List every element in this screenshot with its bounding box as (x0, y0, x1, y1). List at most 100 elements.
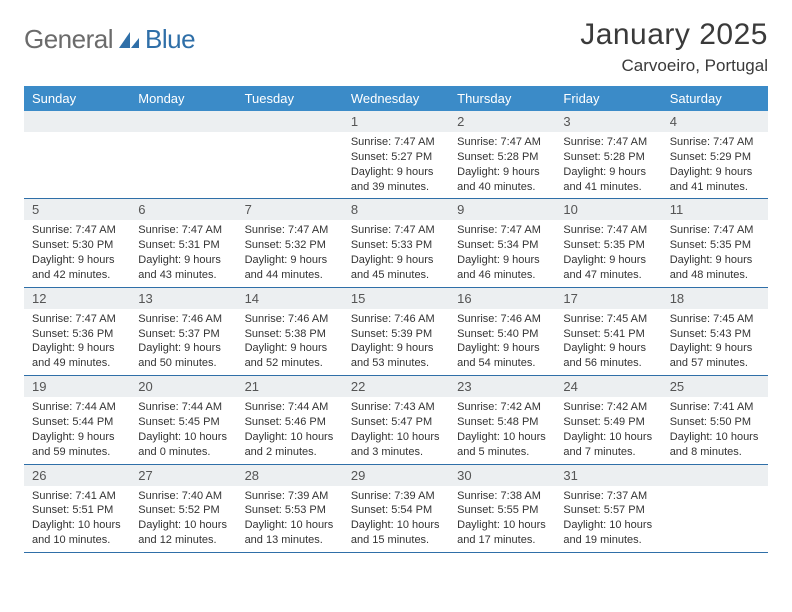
sunset-line: Sunset: 5:57 PM (563, 503, 653, 518)
sunrise-line: Sunrise: 7:40 AM (138, 489, 228, 504)
logo: General Blue (24, 18, 195, 55)
daylight-line: and 3 minutes. (351, 445, 441, 460)
sunrise-line: Sunrise: 7:47 AM (563, 223, 653, 238)
day-details: Sunrise: 7:47 AMSunset: 5:27 PMDaylight:… (343, 132, 449, 194)
logo-word-1: General (24, 24, 113, 55)
sunrise-line: Sunrise: 7:47 AM (138, 223, 228, 238)
day-details: Sunrise: 7:44 AMSunset: 5:46 PMDaylight:… (237, 397, 343, 459)
daylight-line: Daylight: 9 hours (245, 341, 335, 356)
calendar-day-cell: 11Sunrise: 7:47 AMSunset: 5:35 PMDayligh… (662, 199, 768, 286)
sunrise-line: Sunrise: 7:46 AM (351, 312, 441, 327)
sunset-line: Sunset: 5:29 PM (670, 150, 760, 165)
day-number: 8 (343, 199, 449, 220)
daylight-line: and 40 minutes. (457, 180, 547, 195)
day-number: 27 (130, 465, 236, 486)
day-number: 20 (130, 376, 236, 397)
daylight-line: and 56 minutes. (563, 356, 653, 371)
day-details: Sunrise: 7:46 AMSunset: 5:40 PMDaylight:… (449, 309, 555, 371)
calendar-day-cell: 5Sunrise: 7:47 AMSunset: 5:30 PMDaylight… (24, 199, 130, 286)
day-number: 4 (662, 111, 768, 132)
day-number: 21 (237, 376, 343, 397)
day-details (662, 486, 768, 540)
daylight-line: and 44 minutes. (245, 268, 335, 283)
calendar-day-cell: 28Sunrise: 7:39 AMSunset: 5:53 PMDayligh… (237, 465, 343, 552)
day-details: Sunrise: 7:44 AMSunset: 5:44 PMDaylight:… (24, 397, 130, 459)
day-number: 9 (449, 199, 555, 220)
sunset-line: Sunset: 5:32 PM (245, 238, 335, 253)
sunset-line: Sunset: 5:27 PM (351, 150, 441, 165)
sunrise-line: Sunrise: 7:47 AM (351, 135, 441, 150)
daylight-line: and 41 minutes. (563, 180, 653, 195)
calendar-day-cell: 2Sunrise: 7:47 AMSunset: 5:28 PMDaylight… (449, 111, 555, 198)
day-details: Sunrise: 7:45 AMSunset: 5:41 PMDaylight:… (555, 309, 661, 371)
calendar-week-row: 26Sunrise: 7:41 AMSunset: 5:51 PMDayligh… (24, 465, 768, 553)
daylight-line: and 41 minutes. (670, 180, 760, 195)
sunset-line: Sunset: 5:28 PM (563, 150, 653, 165)
daylight-line: Daylight: 9 hours (351, 253, 441, 268)
weekday-header: Monday (130, 86, 236, 111)
logo-sail-icon (117, 30, 141, 50)
day-number: 23 (449, 376, 555, 397)
sunrise-line: Sunrise: 7:39 AM (245, 489, 335, 504)
sunrise-line: Sunrise: 7:47 AM (351, 223, 441, 238)
day-number (237, 111, 343, 132)
calendar-day-cell: 8Sunrise: 7:47 AMSunset: 5:33 PMDaylight… (343, 199, 449, 286)
day-details: Sunrise: 7:44 AMSunset: 5:45 PMDaylight:… (130, 397, 236, 459)
day-number: 18 (662, 288, 768, 309)
sunrise-line: Sunrise: 7:47 AM (32, 223, 122, 238)
sunrise-line: Sunrise: 7:46 AM (245, 312, 335, 327)
sunrise-line: Sunrise: 7:41 AM (32, 489, 122, 504)
calendar-day-cell: 27Sunrise: 7:40 AMSunset: 5:52 PMDayligh… (130, 465, 236, 552)
daylight-line: Daylight: 9 hours (32, 341, 122, 356)
day-details: Sunrise: 7:47 AMSunset: 5:28 PMDaylight:… (555, 132, 661, 194)
day-number (130, 111, 236, 132)
daylight-line: Daylight: 10 hours (138, 430, 228, 445)
day-number: 11 (662, 199, 768, 220)
daylight-line: and 52 minutes. (245, 356, 335, 371)
daylight-line: and 15 minutes. (351, 533, 441, 548)
daylight-line: Daylight: 9 hours (351, 341, 441, 356)
sunrise-line: Sunrise: 7:47 AM (670, 223, 760, 238)
daylight-line: Daylight: 10 hours (670, 430, 760, 445)
sunset-line: Sunset: 5:35 PM (670, 238, 760, 253)
daylight-line: and 13 minutes. (245, 533, 335, 548)
sunset-line: Sunset: 5:30 PM (32, 238, 122, 253)
sunset-line: Sunset: 5:52 PM (138, 503, 228, 518)
day-number: 31 (555, 465, 661, 486)
day-details: Sunrise: 7:43 AMSunset: 5:47 PMDaylight:… (343, 397, 449, 459)
daylight-line: Daylight: 10 hours (32, 518, 122, 533)
day-details: Sunrise: 7:41 AMSunset: 5:50 PMDaylight:… (662, 397, 768, 459)
calendar-day-cell: 1Sunrise: 7:47 AMSunset: 5:27 PMDaylight… (343, 111, 449, 198)
day-details (237, 132, 343, 186)
weekday-header: Wednesday (343, 86, 449, 111)
sunrise-line: Sunrise: 7:47 AM (563, 135, 653, 150)
calendar-day-cell: 16Sunrise: 7:46 AMSunset: 5:40 PMDayligh… (449, 288, 555, 375)
sunrise-line: Sunrise: 7:37 AM (563, 489, 653, 504)
day-details (24, 132, 130, 186)
day-details: Sunrise: 7:46 AMSunset: 5:39 PMDaylight:… (343, 309, 449, 371)
sunrise-line: Sunrise: 7:44 AM (245, 400, 335, 415)
day-number: 6 (130, 199, 236, 220)
daylight-line: and 45 minutes. (351, 268, 441, 283)
day-details: Sunrise: 7:46 AMSunset: 5:37 PMDaylight:… (130, 309, 236, 371)
calendar-page: General Blue January 2025 Carvoeiro, Por… (0, 0, 792, 612)
day-details: Sunrise: 7:42 AMSunset: 5:48 PMDaylight:… (449, 397, 555, 459)
sunset-line: Sunset: 5:36 PM (32, 327, 122, 342)
daylight-line: Daylight: 9 hours (138, 253, 228, 268)
daylight-line: Daylight: 10 hours (351, 430, 441, 445)
calendar-day-cell (237, 111, 343, 198)
sunrise-line: Sunrise: 7:45 AM (670, 312, 760, 327)
daylight-line: and 17 minutes. (457, 533, 547, 548)
month-title: January 2025 (580, 18, 768, 52)
day-number (662, 465, 768, 486)
sunset-line: Sunset: 5:55 PM (457, 503, 547, 518)
sunrise-line: Sunrise: 7:47 AM (245, 223, 335, 238)
sunrise-line: Sunrise: 7:46 AM (457, 312, 547, 327)
calendar-day-cell: 17Sunrise: 7:45 AMSunset: 5:41 PMDayligh… (555, 288, 661, 375)
calendar-day-cell: 29Sunrise: 7:39 AMSunset: 5:54 PMDayligh… (343, 465, 449, 552)
sunrise-line: Sunrise: 7:41 AM (670, 400, 760, 415)
calendar-day-cell: 23Sunrise: 7:42 AMSunset: 5:48 PMDayligh… (449, 376, 555, 463)
day-details: Sunrise: 7:42 AMSunset: 5:49 PMDaylight:… (555, 397, 661, 459)
calendar-day-cell (130, 111, 236, 198)
calendar-day-cell: 18Sunrise: 7:45 AMSunset: 5:43 PMDayligh… (662, 288, 768, 375)
